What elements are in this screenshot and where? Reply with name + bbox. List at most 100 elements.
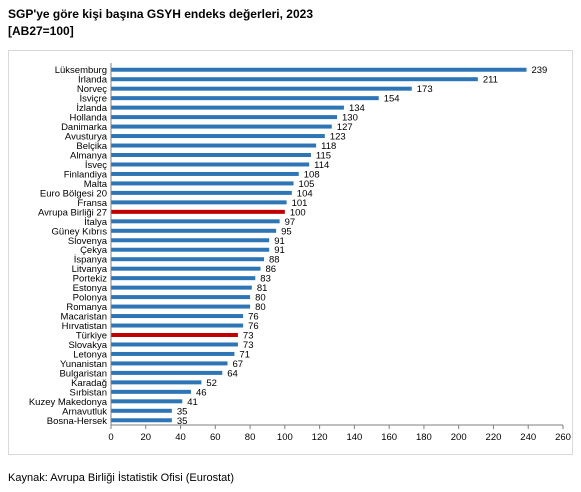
category-label: Avrupa Birliği 27	[38, 207, 107, 218]
data-label: 114	[314, 160, 329, 171]
bar	[111, 162, 310, 167]
x-tick-label: 180	[416, 432, 432, 443]
x-tick-label: 20	[140, 432, 151, 443]
bar	[111, 228, 277, 233]
category-label: Fransa	[77, 198, 107, 209]
category-label: İspanya	[74, 255, 108, 266]
bar	[111, 143, 317, 148]
bar	[111, 361, 228, 366]
bar	[111, 190, 292, 195]
source-note: Kaynak: Avrupa Birliği İstatistik Ofisi …	[8, 472, 234, 484]
data-label: 41	[187, 397, 198, 408]
category-label: Çekya	[80, 245, 108, 256]
x-tick-label: 220	[486, 432, 502, 443]
x-tick-label: 260	[555, 432, 571, 443]
category-label: Estonya	[73, 283, 108, 294]
bar	[111, 418, 172, 423]
data-label: 88	[269, 255, 280, 266]
category-label: Finlandiya	[64, 169, 108, 180]
category-label: Bulgaristan	[59, 368, 107, 379]
category-label: Lüksemburg	[55, 65, 107, 76]
category-label: İrlanda	[78, 75, 108, 86]
bar	[111, 314, 244, 319]
data-label: 46	[196, 387, 207, 398]
data-label: 154	[384, 94, 400, 105]
data-label: 123	[330, 132, 346, 143]
data-label: 80	[255, 293, 266, 304]
category-label: Norveç	[77, 84, 107, 95]
bar	[111, 257, 264, 262]
category-label: Bosna-Hersek	[47, 416, 107, 427]
data-label: 173	[417, 84, 433, 95]
x-tick-label: 200	[451, 432, 467, 443]
data-label: 134	[349, 103, 365, 114]
data-label: 239	[531, 65, 547, 76]
category-label: Letonya	[73, 349, 108, 360]
bar	[111, 124, 332, 129]
data-label: 71	[239, 349, 250, 360]
data-label: 105	[299, 179, 315, 190]
data-label: 73	[243, 340, 254, 351]
bar	[111, 370, 223, 375]
data-label: 130	[342, 113, 358, 124]
bar	[111, 77, 478, 82]
data-label: 81	[257, 283, 268, 294]
bar	[111, 200, 287, 205]
data-label: 118	[321, 141, 336, 152]
data-label: 95	[281, 226, 292, 237]
data-label: 35	[177, 416, 188, 427]
bar	[111, 209, 285, 214]
data-label: 104	[297, 188, 313, 199]
bar-chart: Lüksemburg 239 İrlanda 211 Norveç 173 İsviçre 1…	[29, 63, 571, 443]
category-label: Malta	[84, 179, 108, 190]
page-subtitle: [AB27=100]	[8, 24, 74, 38]
category-label: Macaristan	[61, 312, 107, 323]
bar	[111, 351, 235, 356]
data-label: 67	[232, 359, 243, 370]
page-title: SGP'ye göre kişi başına GSYH endeks değe…	[8, 7, 313, 21]
x-tick-label: 120	[312, 432, 328, 443]
category-label: İtalya	[84, 217, 107, 228]
x-tick-label: 80	[245, 432, 256, 443]
chart-frame: Lüksemburg 239 İrlanda 211 Norveç 173 İsviçre 1…	[8, 50, 573, 455]
data-label: 73	[243, 331, 254, 342]
category-label: Belçika	[76, 141, 107, 152]
bar	[111, 380, 202, 385]
category-label: Karadağ	[71, 378, 107, 389]
x-tick-label: 60	[210, 432, 221, 443]
data-label: 86	[266, 264, 277, 275]
category-label: Sırbistan	[70, 387, 108, 398]
bar	[111, 219, 280, 224]
category-label: Litvanya	[72, 264, 108, 275]
category-label: Güney Kıbrıs	[52, 226, 108, 237]
category-label: Slovakya	[68, 340, 107, 351]
data-label: 101	[292, 198, 308, 209]
data-label: 76	[248, 312, 259, 323]
x-tick-label: 40	[175, 432, 186, 443]
bar	[111, 295, 251, 300]
category-label: Polonya	[73, 293, 108, 304]
bar	[111, 399, 183, 404]
bar	[111, 389, 191, 394]
bar	[111, 276, 256, 281]
category-label: Romanya	[66, 302, 107, 313]
category-label: Avusturya	[65, 132, 108, 143]
bar	[111, 342, 238, 347]
bar	[111, 285, 252, 290]
category-label: Slovenya	[68, 236, 108, 247]
category-label: İzlanda	[76, 103, 107, 114]
bar	[111, 247, 270, 252]
bar	[111, 408, 172, 413]
data-label: 108	[304, 169, 320, 180]
data-label: 97	[285, 217, 296, 228]
data-label: 115	[316, 151, 331, 162]
x-tick-label: 240	[520, 432, 536, 443]
category-label: Kuzey Makedonya	[29, 397, 108, 408]
data-label: 52	[206, 378, 217, 389]
bar	[111, 238, 270, 243]
category-label: Euro Bölgesi 20	[40, 188, 107, 199]
bar	[111, 86, 412, 91]
data-label: 83	[260, 274, 271, 285]
category-label: Danimarka	[61, 122, 108, 133]
bar	[111, 96, 379, 101]
